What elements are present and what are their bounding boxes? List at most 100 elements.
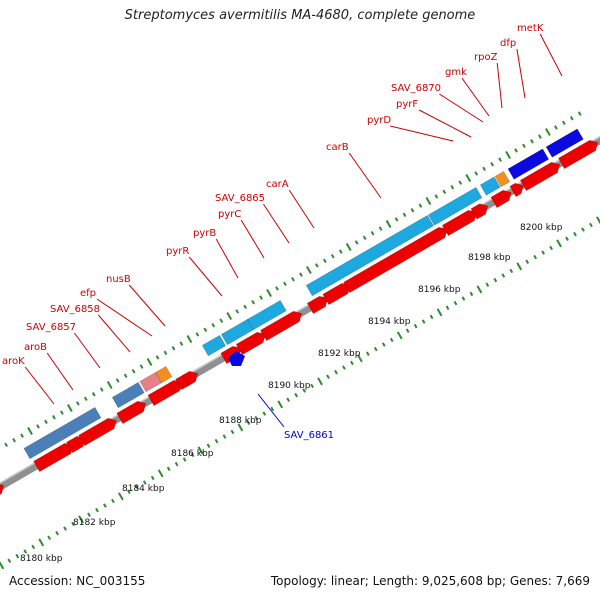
gene-label-leader: [128, 284, 166, 327]
gene-label[interactable]: pyrF: [396, 99, 418, 110]
gene-label[interactable]: SAV_6870: [391, 83, 441, 94]
gene-feature-sav-6861[interactable]: [228, 351, 245, 366]
scale-tick: [95, 507, 99, 513]
gene-feature[interactable]: [201, 335, 227, 357]
gene-label[interactable]: SAV_6858: [50, 304, 100, 315]
feature-track-tick: [123, 373, 128, 379]
feature-track-tick: [338, 249, 343, 254]
feature-track-tick: [52, 414, 56, 420]
scale-tick: [103, 503, 107, 508]
feature-track-tick: [370, 230, 375, 236]
feature-track-tick: [83, 396, 88, 402]
gene-feature[interactable]: [343, 226, 448, 294]
gene-label[interactable]: gmk: [445, 67, 467, 78]
gene-feature[interactable]: [23, 407, 102, 460]
scale-label: 8200 kbp: [520, 223, 563, 233]
map-title: Streptomyces avermitilis MA-4680, comple…: [124, 8, 476, 23]
feature-track-tick: [20, 433, 24, 438]
scale-tick: [246, 420, 251, 425]
gene-label[interactable]: carA: [266, 179, 289, 190]
gene-label[interactable]: efp: [80, 288, 96, 299]
gene-feature[interactable]: [479, 176, 501, 196]
gene-feature[interactable]: [509, 182, 524, 198]
gene-feature[interactable]: [427, 187, 483, 226]
scale-tick: [421, 319, 426, 324]
scale-tick: [501, 273, 506, 278]
gene-feature[interactable]: [220, 345, 242, 365]
gene-feature[interactable]: [490, 189, 512, 209]
gene-feature[interactable]: [519, 161, 561, 192]
gene-feature[interactable]: [78, 417, 117, 447]
feature-track-tick: [514, 148, 518, 153]
gene-label[interactable]: metK: [517, 23, 544, 34]
scale-label: 8196 kbp: [418, 285, 461, 295]
scale-tick: [7, 558, 12, 563]
gene-feature[interactable]: [507, 148, 550, 180]
feature-track-tick: [569, 115, 574, 121]
feature-track-tick: [291, 276, 295, 282]
gene-label[interactable]: pyrC: [218, 209, 241, 220]
gene-label[interactable]: pyrD: [367, 115, 391, 126]
scale-label: 8194 kbp: [368, 317, 411, 327]
scale-tick: [350, 360, 354, 366]
scale-tick: [581, 227, 585, 232]
feature-track-tick: [163, 350, 168, 356]
gene-feature[interactable]: [305, 215, 434, 297]
gene-label[interactable]: carB: [326, 142, 349, 153]
gene-feature[interactable]: [306, 295, 328, 315]
gene-feature[interactable]: [260, 310, 303, 342]
gene-feature[interactable]: [235, 331, 266, 356]
scale-tick: [262, 411, 267, 416]
gene-label-leader: [96, 298, 153, 337]
scale-tick: [381, 342, 386, 347]
gene-feature[interactable]: [246, 300, 287, 331]
gene-label[interactable]: SAV_6865: [215, 193, 265, 204]
gene-feature[interactable]: [470, 203, 489, 220]
feature-track-tick: [44, 419, 48, 425]
gene-feature[interactable]: [111, 382, 145, 409]
gene-label[interactable]: rpoZ: [474, 52, 498, 63]
scale-label: 8198 kbp: [468, 253, 511, 263]
gene-feature[interactable]: [441, 209, 477, 237]
feature-track-tick: [458, 180, 463, 185]
scale-tick: [126, 489, 131, 494]
scale-tick: [134, 484, 139, 490]
gene-feature[interactable]: [545, 128, 584, 158]
gene-label-leader: [240, 219, 265, 259]
gene-label[interactable]: pyrR: [166, 246, 189, 257]
gene-label[interactable]: pyrB: [193, 228, 216, 239]
scale-tick: [413, 323, 418, 329]
scale-tick: [334, 369, 338, 375]
scale-tick: [533, 254, 538, 260]
gene-feature[interactable]: [116, 400, 147, 425]
gene-label[interactable]: aroK: [2, 356, 25, 367]
gene-feature[interactable]: [494, 171, 511, 188]
gene-feature[interactable]: [558, 139, 599, 170]
scale-tick: [31, 544, 36, 550]
highlight-label-leader: [257, 393, 285, 428]
gene-feature[interactable]: [0, 483, 5, 501]
gene-label[interactable]: aroB: [24, 342, 47, 353]
feature-track-tick: [251, 299, 255, 305]
feature-track-tick: [538, 134, 542, 139]
feature-track-tick: [561, 120, 566, 126]
feature-track-tick: [330, 253, 335, 259]
feature-track-tick: [4, 442, 8, 448]
gene-label[interactable]: nusB: [106, 274, 131, 285]
feature-track-tick: [195, 332, 200, 337]
gene-label[interactable]: dfp: [500, 38, 516, 49]
gene-feature[interactable]: [155, 366, 173, 384]
scale-label: 8180 kbp: [20, 554, 63, 564]
feature-track-tick: [60, 410, 64, 415]
gene-label[interactable]: SAV_6857: [26, 322, 76, 333]
scale-tick: [365, 351, 370, 356]
gene-feature[interactable]: [182, 370, 199, 387]
feature-track-tick: [203, 327, 208, 333]
feature-track-tick: [450, 184, 455, 190]
feature-track-tick: [322, 258, 327, 264]
highlight-gene-label[interactable]: SAV_6861: [284, 430, 334, 441]
feature-track-tick: [577, 111, 582, 116]
scale-tick: [493, 277, 498, 283]
